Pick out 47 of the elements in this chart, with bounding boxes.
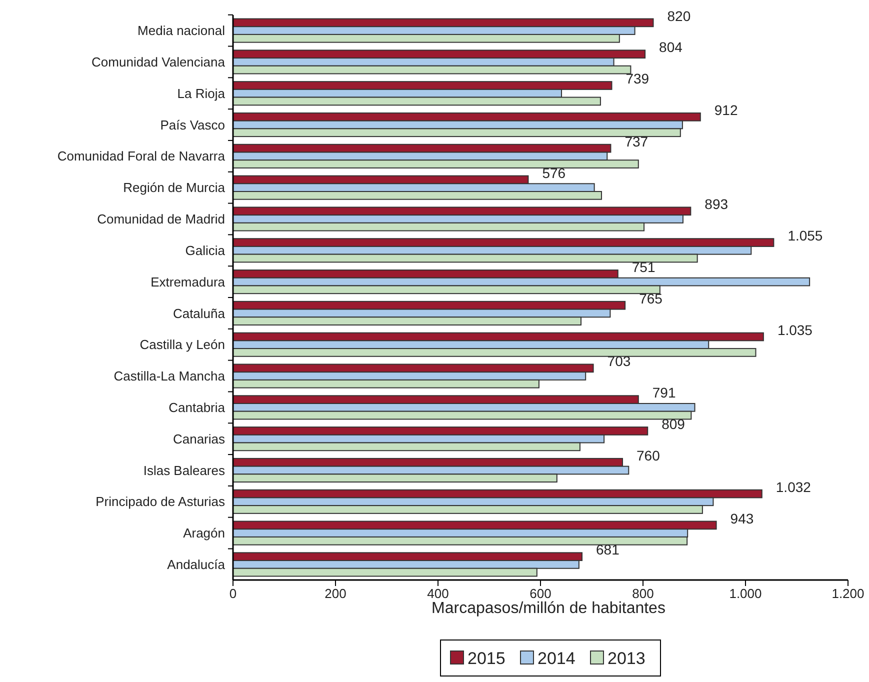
x-tick-label: 200: [324, 586, 346, 601]
y-tick-label: Comunidad de Madrid: [97, 212, 225, 227]
x-axis-title: Marcapasos/millón de habitantes: [432, 600, 666, 617]
data-label: 809: [662, 416, 686, 432]
data-label: 576: [542, 164, 566, 181]
data-label: 912: [714, 102, 738, 118]
data-label: 791: [652, 384, 676, 401]
y-tick-label: Castilla-La Mancha: [114, 368, 226, 384]
data-label: 1.035: [777, 322, 813, 338]
data-label: 1.032: [776, 478, 812, 495]
y-tick-label: Cataluña: [172, 306, 226, 321]
legend-label: 2014: [538, 648, 576, 668]
x-tick-label: 0: [229, 586, 237, 601]
y-tick-label: Cantabria: [168, 400, 226, 415]
legend-label: 2015: [468, 648, 506, 668]
y-tick-label: Castilla y León: [140, 337, 225, 352]
y-tick-label: Islas Baleares: [143, 462, 226, 478]
x-tick-label: 1.200: [832, 586, 864, 601]
x-tick-label: 600: [530, 586, 552, 601]
x-tick-label: 1.000: [729, 586, 762, 601]
data-label: 703: [607, 353, 631, 370]
y-tick-label: Principado de Asturias: [96, 494, 226, 510]
x-tick-label: 400: [427, 586, 449, 601]
y-tick-label: Comunidad Foral de Navarra: [57, 148, 226, 164]
data-label: 943: [730, 510, 754, 526]
data-label: 820: [667, 8, 691, 24]
legend-label: 2013: [608, 648, 646, 668]
y-tick-label: Aragón: [183, 526, 225, 541]
y-tick-label: Media nacional: [138, 23, 226, 38]
data-label: 804: [659, 39, 683, 56]
y-tick-label: La Rioja: [177, 86, 226, 101]
y-tick-label: Extremadura: [150, 274, 226, 290]
y-tick-label: Comunidad Valenciana: [92, 54, 226, 70]
data-label: 893: [704, 196, 728, 212]
y-tick-label: Galicia: [185, 242, 226, 258]
y-tick-label: Región de Murcia: [123, 180, 226, 196]
y-tick-label: País Vasco: [160, 117, 225, 132]
x-tick-label: 800: [632, 586, 654, 601]
data-label: 1.055: [788, 228, 823, 244]
y-tick-label: Andalucía: [167, 557, 226, 572]
data-label: 760: [636, 447, 660, 464]
data-label: 737: [624, 133, 648, 150]
data-label: 739: [626, 70, 650, 87]
data-label: 751: [632, 259, 656, 276]
data-label: 681: [596, 542, 620, 558]
y-tick-label: Canarias: [172, 431, 226, 446]
data-label: 765: [639, 290, 663, 306]
